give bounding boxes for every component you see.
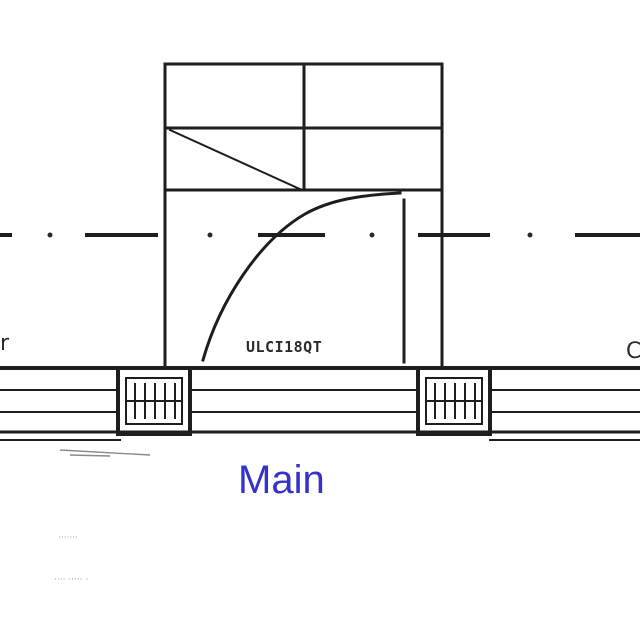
- wall-band: [0, 366, 640, 441]
- right-edge-label: C: [626, 339, 640, 364]
- center-line: [0, 232, 640, 238]
- column-right: [416, 366, 492, 436]
- caption-label: Main: [238, 458, 325, 502]
- plan-note: ·······: [58, 533, 78, 543]
- plan-note: ···· ····· ·: [54, 575, 88, 585]
- column-left: [116, 366, 192, 436]
- upper-cabinet: [163, 62, 444, 367]
- left-edge-label: r: [0, 331, 10, 356]
- dimension-scribble: [59, 449, 151, 457]
- door-swing: [201, 191, 406, 364]
- room-label: ULCI18QT: [246, 338, 322, 356]
